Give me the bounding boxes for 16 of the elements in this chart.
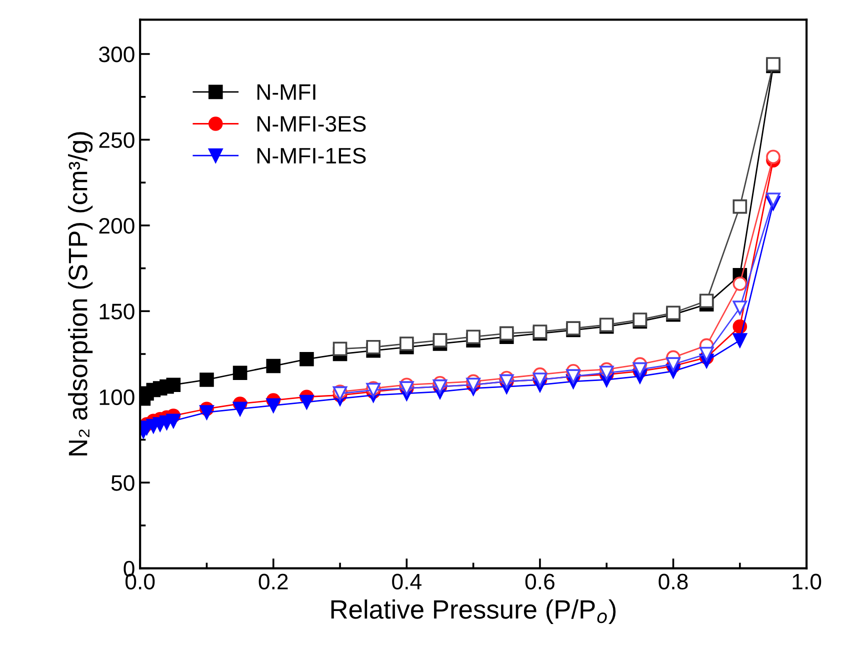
- legend-label: N-MFI-3ES: [257, 116, 366, 132]
- y-tick-label: 50: [111, 475, 134, 491]
- y-tick-label: 300: [99, 46, 134, 62]
- legend-label: N-MFI: [257, 84, 316, 100]
- x-tick-label: 0.8: [658, 574, 688, 590]
- y-tick-label: 150: [100, 304, 134, 320]
- x-tick-label: 0.2: [258, 574, 288, 590]
- y-tick-label: 200: [99, 218, 134, 234]
- y-axis-title: N₂ adsorption (STP) (cm³/g): [68, 132, 93, 456]
- x-tick-label: 1.0: [792, 574, 822, 590]
- x-axis-title: Relative Pressure (P/P$_{o}$): [331, 599, 616, 624]
- legend-label: N-MFI-1ES: [257, 148, 366, 164]
- x-tick-label: 0.6: [525, 574, 554, 590]
- x-tick-label: 0.4: [392, 574, 422, 590]
- y-tick-label: 250: [99, 132, 134, 148]
- y-tick-label: 100: [100, 389, 134, 406]
